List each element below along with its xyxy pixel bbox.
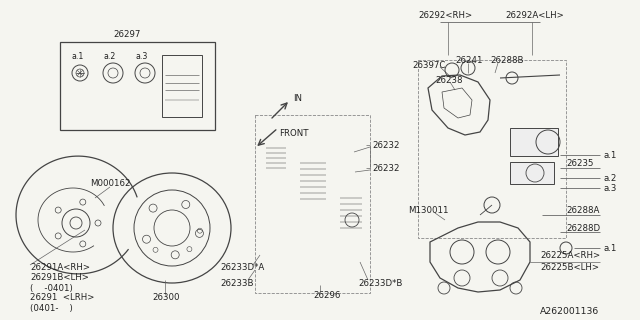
Text: 26225A<RH>: 26225A<RH> xyxy=(540,251,600,260)
Text: 26300: 26300 xyxy=(152,293,179,302)
Bar xyxy=(255,115,370,293)
Text: 26232: 26232 xyxy=(372,164,399,172)
Text: a.1: a.1 xyxy=(72,52,84,60)
Text: 26241: 26241 xyxy=(455,55,483,65)
Text: a.3: a.3 xyxy=(135,52,147,60)
Text: a.1: a.1 xyxy=(603,150,616,159)
Text: M000162: M000162 xyxy=(90,179,131,188)
Text: 26288D: 26288D xyxy=(566,223,600,233)
Text: (    -0401): ( -0401) xyxy=(30,284,73,292)
Text: 26291A<RH>: 26291A<RH> xyxy=(30,263,90,273)
Text: 26288A: 26288A xyxy=(566,205,600,214)
Text: 26238: 26238 xyxy=(435,76,463,84)
Bar xyxy=(418,60,566,238)
Ellipse shape xyxy=(113,173,231,283)
Text: IN: IN xyxy=(293,93,302,102)
Text: a.2: a.2 xyxy=(103,52,115,60)
Text: 26291  <LRH>: 26291 <LRH> xyxy=(30,293,94,302)
Text: FRONT: FRONT xyxy=(279,129,308,138)
Text: 26297: 26297 xyxy=(114,29,141,38)
Text: 26292A<LH>: 26292A<LH> xyxy=(505,11,564,20)
Text: 26291B<LH>: 26291B<LH> xyxy=(30,274,89,283)
Bar xyxy=(510,128,558,156)
Text: M130011: M130011 xyxy=(408,205,449,214)
Text: 26233D*B: 26233D*B xyxy=(358,278,403,287)
Text: a.3: a.3 xyxy=(603,183,616,193)
Text: 26397C: 26397C xyxy=(412,60,445,69)
Text: 26235: 26235 xyxy=(566,158,593,167)
Text: a.1: a.1 xyxy=(603,244,616,252)
Text: A262001136: A262001136 xyxy=(540,308,599,316)
Bar xyxy=(162,55,202,117)
Text: 26288B: 26288B xyxy=(490,55,524,65)
Text: 26233D*A: 26233D*A xyxy=(220,263,264,273)
Bar xyxy=(510,162,554,184)
Text: (0401-    ): (0401- ) xyxy=(30,303,73,313)
Text: 26233B: 26233B xyxy=(220,278,253,287)
Circle shape xyxy=(154,210,190,246)
Bar xyxy=(60,42,215,130)
Text: 26292<RH>: 26292<RH> xyxy=(418,11,472,20)
Circle shape xyxy=(134,190,210,266)
Text: 26232: 26232 xyxy=(372,140,399,149)
Text: a.2: a.2 xyxy=(603,173,616,182)
Text: 26296: 26296 xyxy=(313,291,340,300)
Text: 26225B<LH>: 26225B<LH> xyxy=(540,263,599,273)
